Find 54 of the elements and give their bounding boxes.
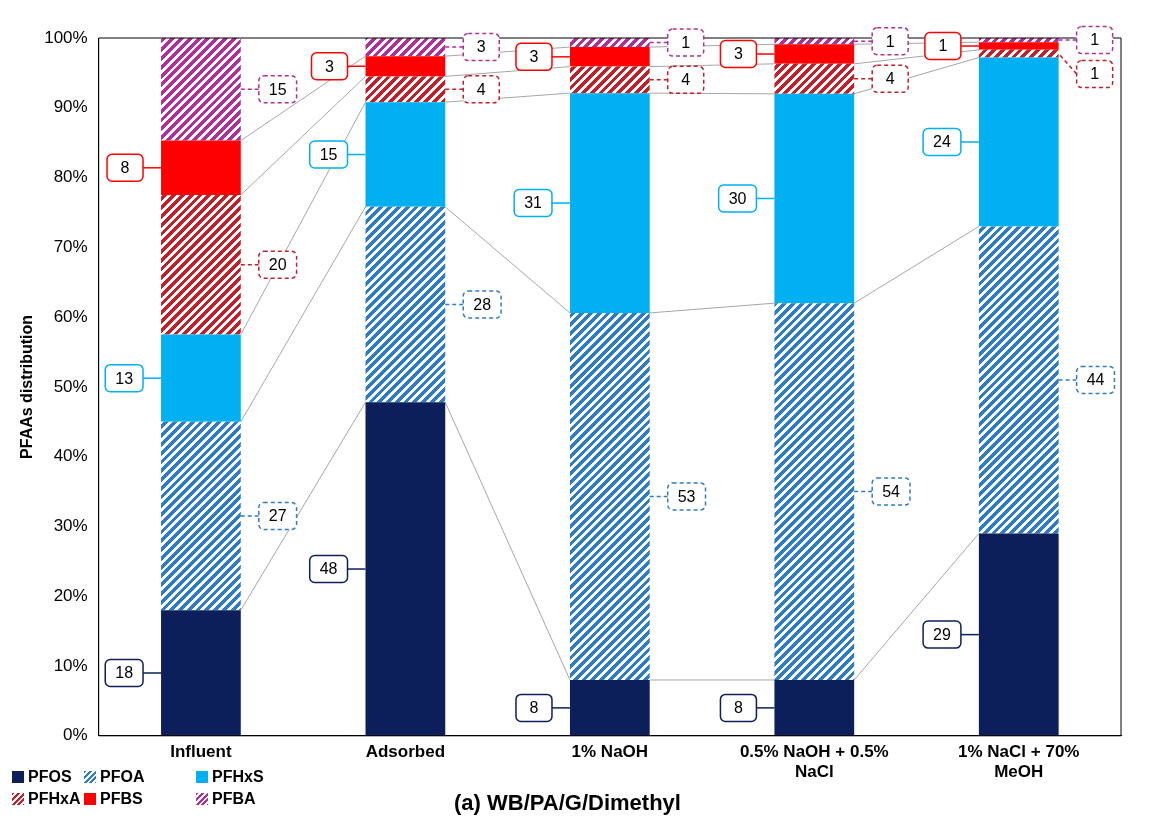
legend-label: PFHxS [212,768,264,786]
x-tick-label: 0.5% NaOH + 0.5% NaCl [739,741,889,782]
y-tick-label: 0% [63,725,88,745]
data-label: 18 [115,664,134,682]
y-tick-label: 40% [53,446,88,466]
y-tick-label: 50% [53,376,88,396]
data-label: 15 [268,80,287,98]
legend-label: PFOA [100,768,145,786]
data-label: 1 [938,37,948,55]
x-tick-label: Adsorbed [365,741,446,761]
x-tick-label: 1% NaOH [571,741,649,761]
data-label: 54 [882,482,901,500]
data-label: 29 [933,626,951,644]
data-label: 1 [885,32,895,50]
data-label: 4 [885,70,895,88]
data-label: 8 [529,699,539,717]
data-label: 24 [933,133,951,151]
data-label: 3 [733,45,743,63]
y-tick-label: 100% [44,27,88,47]
data-label: 15 [319,145,338,163]
data-label: 8 [733,699,743,717]
data-label: 1 [1090,31,1100,49]
data-label: 13 [115,369,134,387]
data-label: 44 [1086,371,1105,389]
legend-label: PFBA [212,790,256,808]
data-label: 4 [476,80,486,98]
data-label: 28 [473,295,492,313]
data-label: 1 [681,33,691,51]
data-label: 53 [677,487,696,505]
x-tick-label: 1% NaCl + 70% MeOH [958,741,1080,782]
text: (a) WB/PA/G/Dimethyl [454,789,681,815]
legend-label: PFBS [100,790,143,808]
y-tick-label: 80% [53,167,88,187]
y-tick-label: 30% [53,516,88,536]
data-label: 27 [268,507,287,525]
legend-label: PFHxA [28,790,81,808]
data-label: 3 [529,48,539,66]
data-label: 1 [1090,65,1100,83]
data-label: 31 [524,194,543,212]
x-tick-label: Influent [170,741,232,761]
y-axis-title: PFAAs distribution [18,314,36,459]
data-label: 3 [476,38,486,56]
y-tick-label: 70% [53,237,88,257]
data-label: 48 [319,560,338,578]
data-label: 20 [268,256,287,274]
y-tick-label: 90% [53,97,88,117]
data-label: 3 [325,57,335,75]
data-label: 4 [681,71,691,89]
y-tick-label: 10% [53,655,88,675]
data-label: 30 [728,189,747,207]
legend-label: PFOS [28,768,72,786]
y-tick-label: 60% [53,306,88,326]
y-tick-label: 20% [53,585,88,605]
data-label: 8 [120,159,130,177]
